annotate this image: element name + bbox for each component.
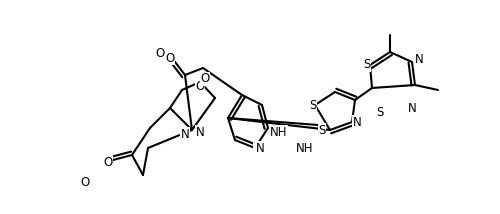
Text: N: N <box>354 116 362 128</box>
Text: O: O <box>196 79 204 92</box>
Text: N: N <box>196 125 204 138</box>
Text: S: S <box>318 123 326 137</box>
Text: O: O <box>200 73 209 86</box>
Text: NH: NH <box>270 125 288 138</box>
Text: N: N <box>180 128 190 141</box>
Text: N: N <box>352 116 362 128</box>
Text: N: N <box>254 141 262 155</box>
Text: S: S <box>310 98 316 111</box>
Text: O: O <box>104 156 112 168</box>
Text: S: S <box>364 58 370 71</box>
Text: NH: NH <box>296 141 314 155</box>
Text: N: N <box>256 141 264 155</box>
Text: O: O <box>80 177 90 190</box>
Text: O: O <box>156 46 164 59</box>
Text: N: N <box>414 52 424 65</box>
Text: O: O <box>166 52 174 64</box>
Text: S: S <box>376 106 384 119</box>
Text: N: N <box>408 101 416 114</box>
